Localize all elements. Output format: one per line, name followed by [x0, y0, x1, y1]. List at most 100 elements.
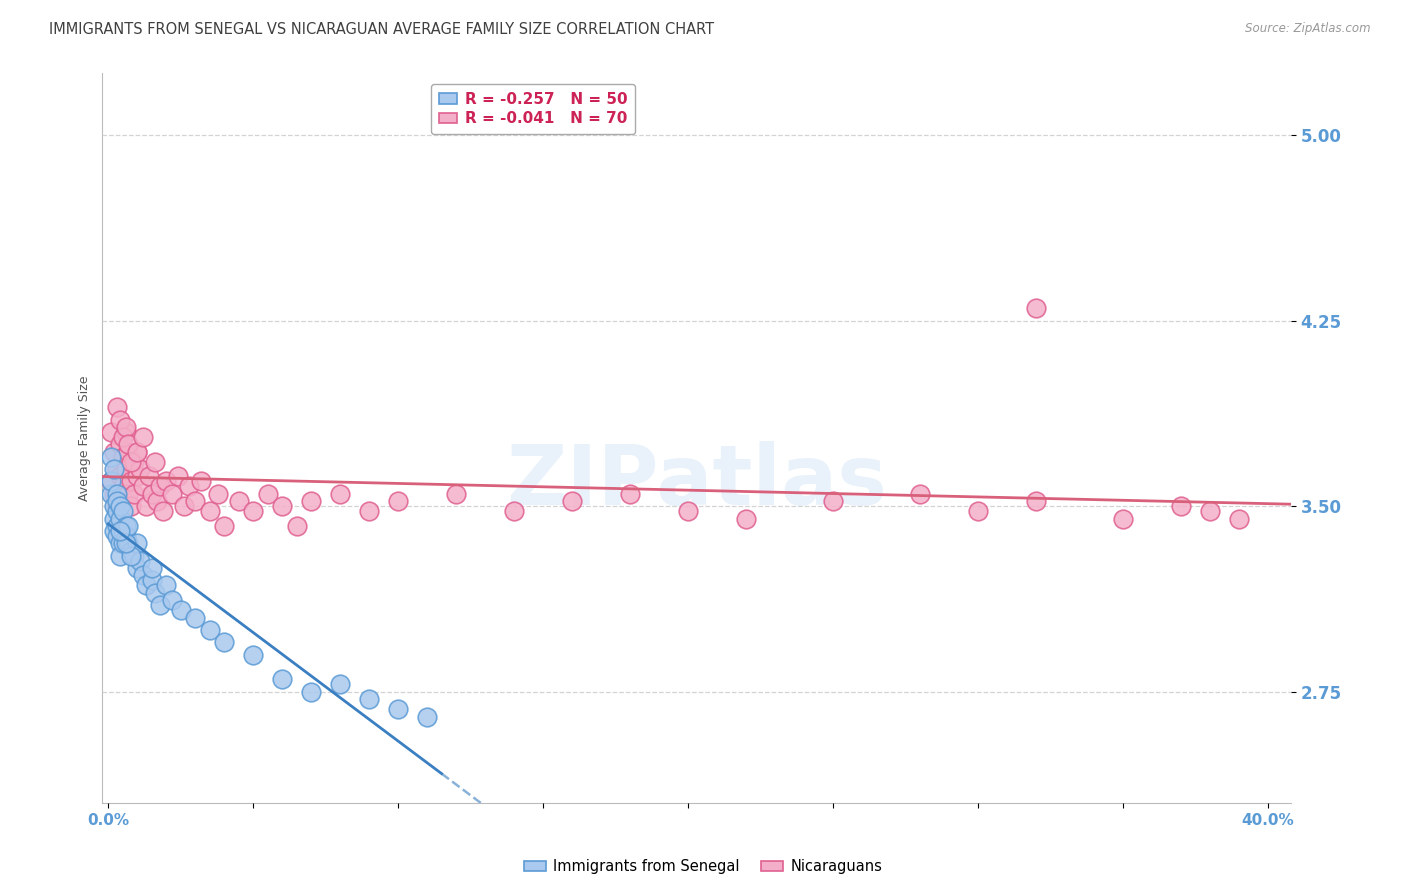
- Point: [105, 504, 128, 518]
- Point: [141, 561, 163, 575]
- Point: [111, 524, 134, 538]
- Point: [114, 519, 136, 533]
- Point: [908, 487, 931, 501]
- Point: [132, 479, 155, 493]
- Point: [100, 425, 122, 439]
- Point: [117, 536, 139, 550]
- Point: [173, 499, 195, 513]
- Point: [105, 494, 128, 508]
- Legend: Immigrants from Senegal, Nicaraguans: Immigrants from Senegal, Nicaraguans: [517, 854, 889, 880]
- Point: [299, 494, 322, 508]
- Point: [143, 455, 166, 469]
- Text: IMMIGRANTS FROM SENEGAL VS NICARAGUAN AVERAGE FAMILY SIZE CORRELATION CHART: IMMIGRANTS FROM SENEGAL VS NICARAGUAN AV…: [49, 22, 714, 37]
- Point: [1227, 511, 1250, 525]
- Point: [100, 475, 122, 489]
- Point: [359, 692, 381, 706]
- Point: [103, 511, 125, 525]
- Point: [117, 519, 139, 533]
- Point: [198, 504, 221, 518]
- Point: [108, 524, 131, 538]
- Point: [114, 425, 136, 439]
- Legend: R = -0.257   N = 50, R = -0.041   N = 70: R = -0.257 N = 50, R = -0.041 N = 70: [430, 84, 634, 134]
- Point: [966, 504, 988, 518]
- Point: [561, 494, 583, 508]
- Point: [114, 536, 136, 550]
- Point: [676, 504, 699, 518]
- Point: [122, 487, 145, 501]
- Point: [155, 475, 177, 489]
- Point: [105, 529, 128, 543]
- Point: [114, 529, 136, 543]
- Point: [100, 487, 122, 501]
- Point: [1025, 301, 1047, 315]
- Point: [184, 610, 207, 624]
- Point: [103, 444, 125, 458]
- Point: [141, 574, 163, 588]
- Point: [105, 519, 128, 533]
- Point: [149, 598, 172, 612]
- Point: [111, 430, 134, 444]
- Point: [111, 479, 134, 493]
- Point: [212, 519, 235, 533]
- Point: [387, 702, 409, 716]
- Point: [329, 487, 352, 501]
- Point: [127, 536, 149, 550]
- Point: [228, 494, 250, 508]
- Point: [105, 462, 128, 476]
- Point: [120, 455, 142, 469]
- Point: [108, 499, 131, 513]
- Point: [120, 499, 142, 513]
- Point: [135, 499, 157, 513]
- Point: [155, 578, 177, 592]
- Point: [108, 549, 131, 563]
- Point: [141, 487, 163, 501]
- Point: [105, 400, 128, 414]
- Point: [108, 511, 131, 525]
- Point: [416, 709, 439, 723]
- Point: [146, 494, 169, 508]
- Text: Source: ZipAtlas.com: Source: ZipAtlas.com: [1246, 22, 1371, 36]
- Point: [735, 511, 758, 525]
- Point: [160, 487, 183, 501]
- Point: [103, 487, 125, 501]
- Point: [619, 487, 641, 501]
- Point: [108, 469, 131, 483]
- Point: [127, 561, 149, 575]
- Point: [166, 469, 188, 483]
- Point: [103, 524, 125, 538]
- Text: ZIPatlas: ZIPatlas: [506, 442, 887, 523]
- Point: [329, 677, 352, 691]
- Point: [387, 494, 409, 508]
- Point: [120, 549, 142, 563]
- Point: [111, 536, 134, 550]
- Point: [285, 519, 308, 533]
- Point: [117, 444, 139, 458]
- Point: [271, 673, 294, 687]
- Point: [256, 487, 278, 501]
- Point: [114, 462, 136, 476]
- Point: [160, 593, 183, 607]
- Point: [132, 430, 155, 444]
- Point: [207, 487, 229, 501]
- Point: [152, 504, 174, 518]
- Point: [821, 494, 844, 508]
- Point: [179, 479, 201, 493]
- Point: [105, 499, 128, 513]
- Point: [114, 420, 136, 434]
- Point: [103, 462, 125, 476]
- Point: [117, 487, 139, 501]
- Point: [129, 554, 152, 568]
- Point: [1198, 504, 1220, 518]
- Point: [242, 504, 264, 518]
- Point: [127, 444, 149, 458]
- Point: [143, 586, 166, 600]
- Point: [299, 685, 322, 699]
- Point: [503, 504, 526, 518]
- Point: [108, 412, 131, 426]
- Point: [132, 568, 155, 582]
- Point: [184, 494, 207, 508]
- Point: [127, 444, 149, 458]
- Point: [1112, 511, 1135, 525]
- Point: [100, 450, 122, 464]
- Point: [212, 635, 235, 649]
